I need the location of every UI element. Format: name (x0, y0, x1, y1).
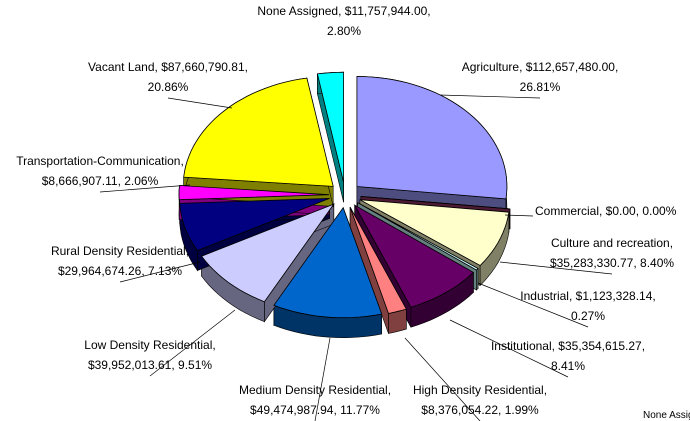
leader-line (477, 282, 589, 328)
data-label: Low Density Residential, (84, 338, 215, 352)
data-label: High Density Residential, (413, 383, 547, 397)
slice (316, 71, 344, 183)
data-label: Commercial, $0.00, 0.00% (535, 204, 677, 218)
leader-line (404, 337, 481, 421)
data-label: Industrial, $1,123,328.14, (520, 289, 655, 303)
data-label: $39,952,013.61, 9.51% (88, 358, 212, 372)
leader-line (449, 319, 569, 378)
leader-line (99, 184, 191, 193)
data-label: None Assigned, $11,757,944.00, (257, 4, 430, 18)
data-label: $35,283,330.77, 8.40% (550, 256, 674, 270)
leader-line (167, 97, 233, 109)
leader-line (499, 261, 613, 275)
data-label: Culture and recreation, (551, 236, 673, 250)
data-label: Rural Density Residential, (51, 244, 189, 258)
slice-side (476, 267, 479, 291)
data-label: 2.80% (327, 24, 361, 38)
slice (357, 202, 479, 271)
slice (353, 204, 475, 308)
data-label: $8,376,054.22, 1.99% (421, 403, 539, 417)
leader-line (504, 214, 534, 217)
slice (179, 198, 330, 251)
data-label: Medium Density Residential, (239, 383, 391, 397)
data-label: Agriculture, $112,657,480.00, (462, 60, 619, 74)
data-label: $29,964,674.26, 7.13% (58, 264, 182, 278)
slice (360, 196, 510, 210)
data-label: 20.86% (148, 80, 189, 94)
slice (356, 76, 508, 200)
data-label: Institutional, $35,354,615.27, (491, 339, 645, 353)
data-label: 8.41% (551, 359, 585, 373)
data-label: $49,474,987.94, 11.77% (250, 403, 380, 417)
slice (349, 206, 407, 314)
leader-line (149, 309, 236, 377)
legend-label: None Assigned (643, 410, 690, 421)
data-label: 0.27% (571, 309, 605, 323)
leader-line (119, 261, 201, 283)
slice (183, 77, 334, 187)
slice (178, 185, 330, 201)
data-label: Vacant Land, $87,660,790.81, (88, 60, 248, 74)
slice (359, 199, 510, 266)
pie: Agriculture, $112,657,480.00, 26.81% Comme… (16, 4, 690, 421)
data-label: 26.81% (520, 80, 561, 94)
data-label: $8,666,907.11, 2.06% (42, 174, 159, 188)
leader-line (439, 94, 541, 99)
data-label: Transportation-Communication, (16, 154, 184, 168)
leader-line (314, 337, 331, 421)
slice (273, 206, 383, 319)
slice (200, 203, 335, 303)
